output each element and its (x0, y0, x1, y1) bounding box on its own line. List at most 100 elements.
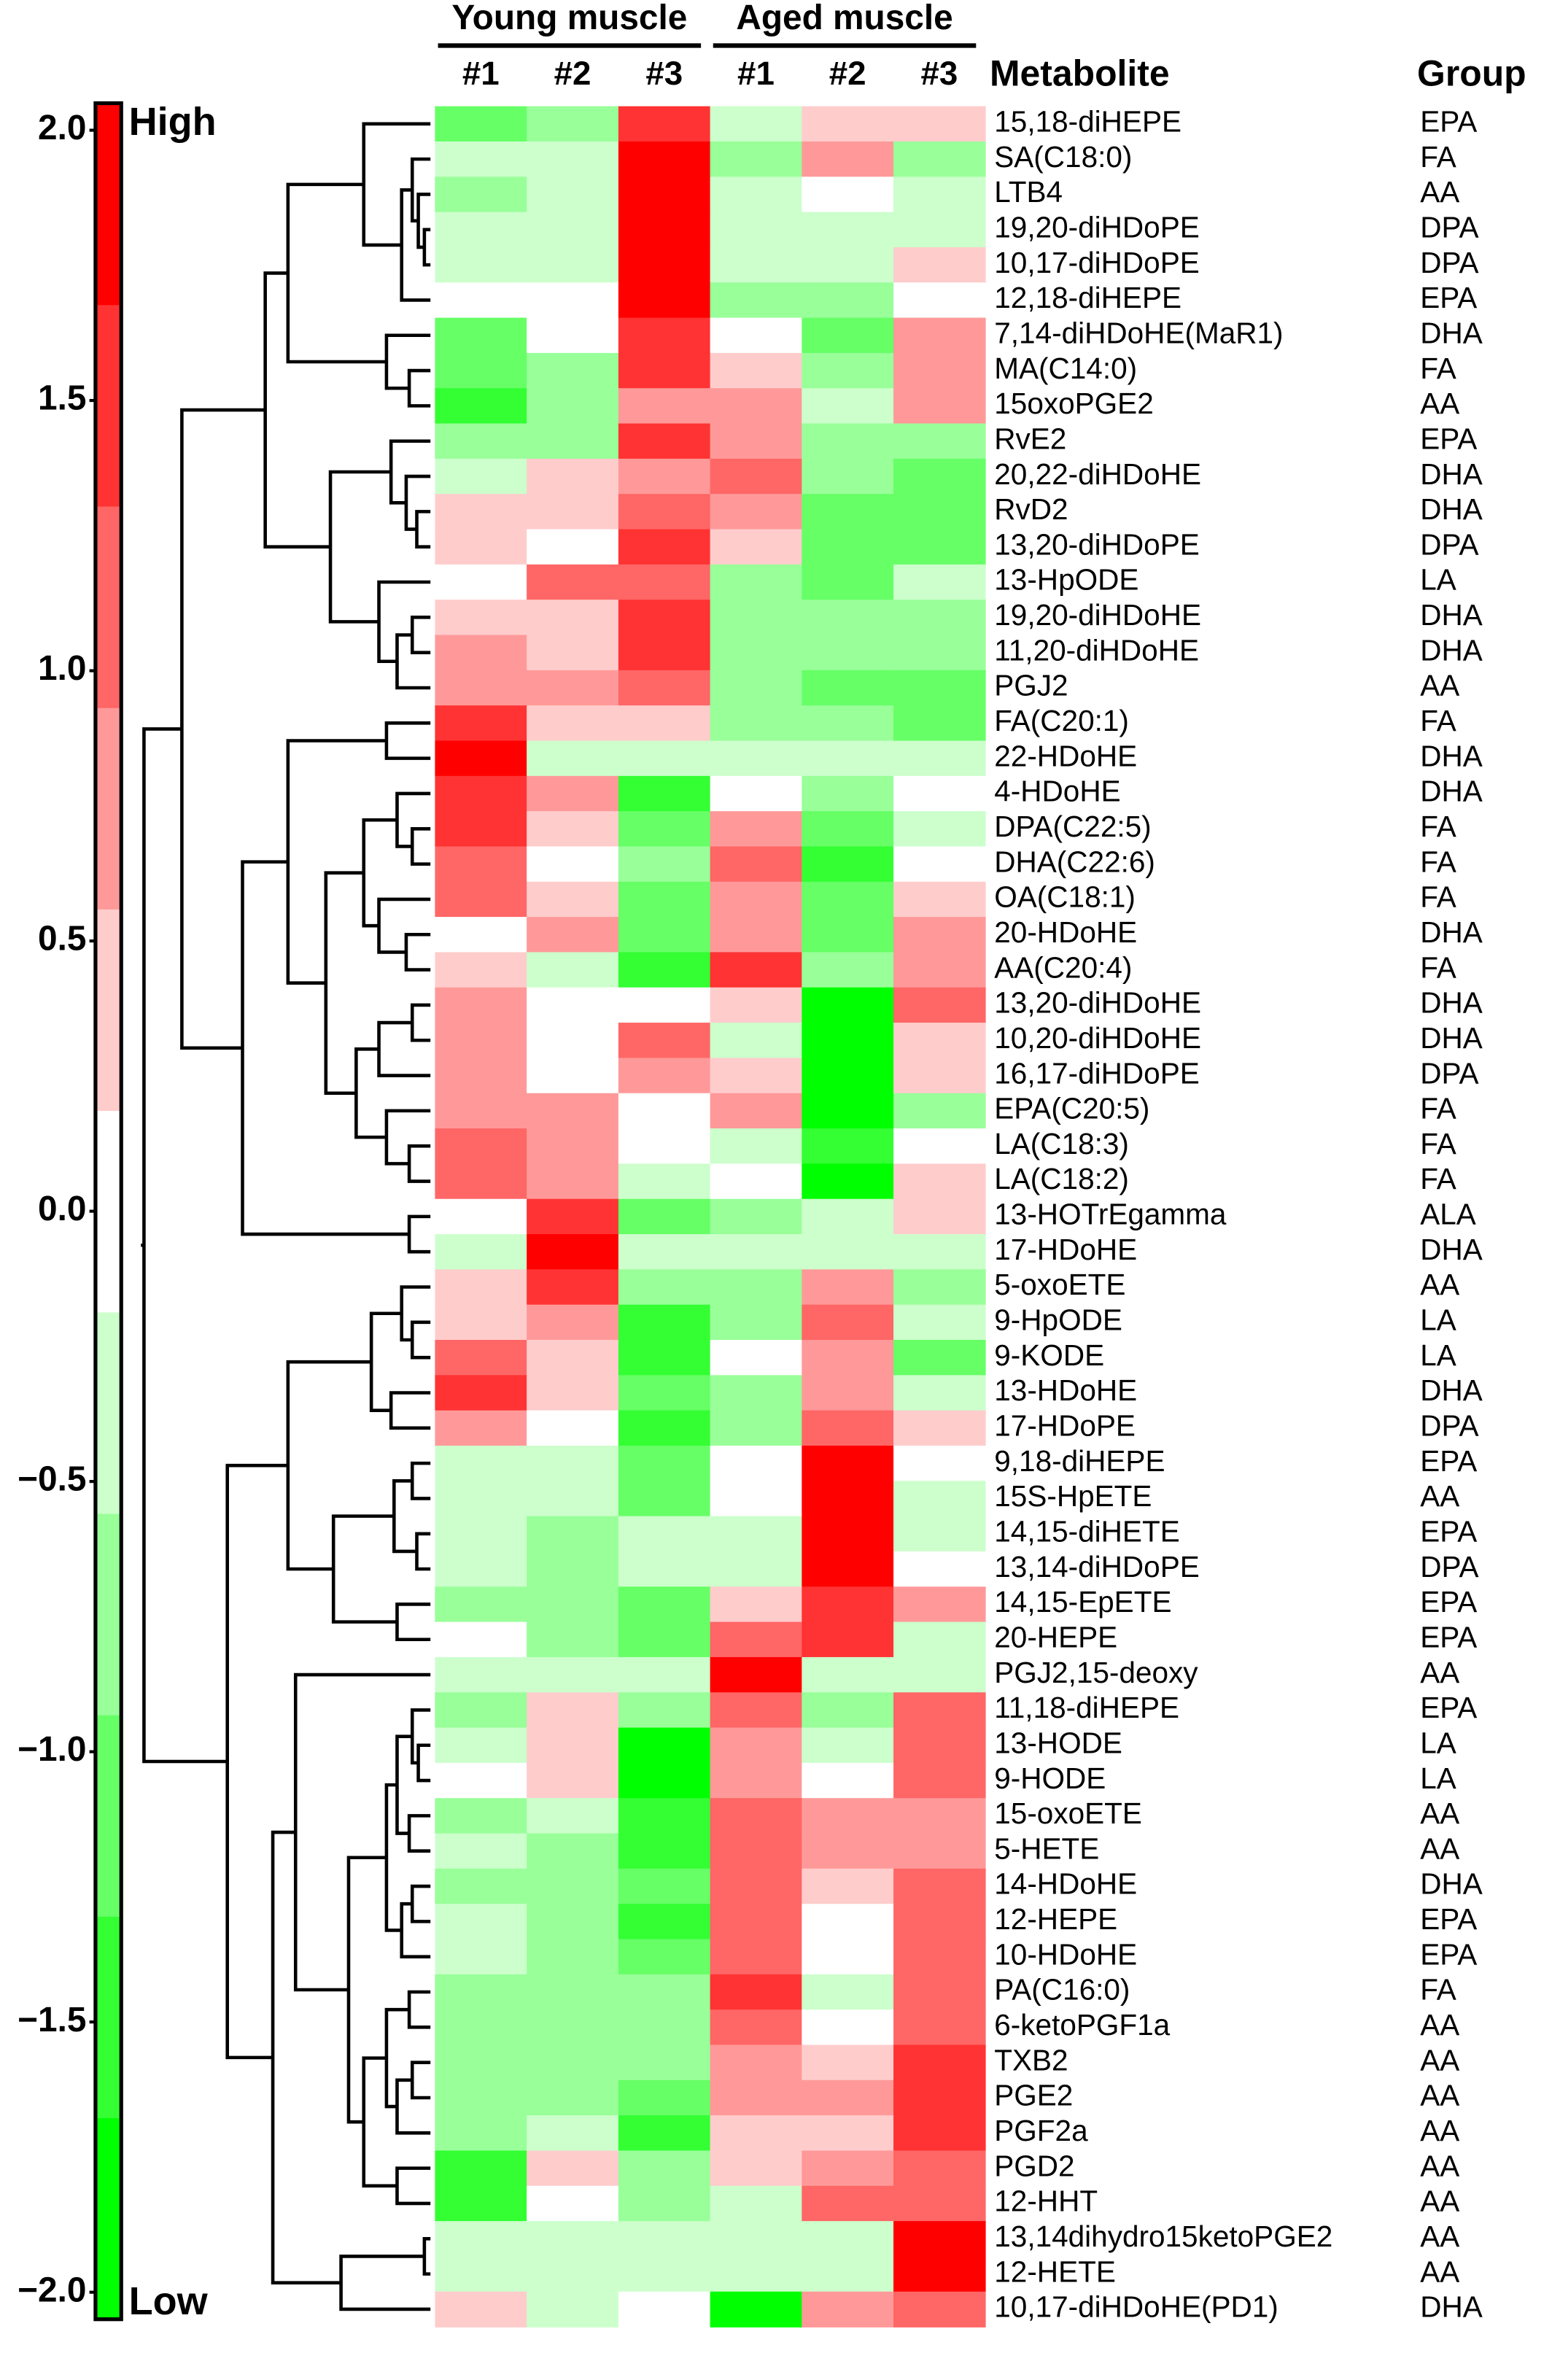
colorbar-tick-label: 2.0 (38, 109, 86, 147)
colorbar-tick-label: 1.5 (38, 379, 86, 418)
group-label: FA (1420, 880, 1456, 914)
heatmap-cell (893, 494, 986, 530)
heatmap-cell (435, 705, 527, 742)
heatmap-cell (435, 1586, 527, 1623)
heatmap-cell (893, 1762, 986, 1799)
heatmap-cell (435, 458, 527, 495)
heatmap-cell (802, 600, 894, 636)
group-label: LA (1420, 563, 1456, 597)
heatmap-cell (435, 811, 527, 848)
colorbar-band (95, 1110, 122, 1313)
heatmap-cell (710, 1868, 803, 1905)
row-label: 12-HEPE (994, 1902, 1117, 1936)
heatmap-cell (893, 705, 986, 742)
heatmap-cell (435, 1128, 527, 1165)
heatmap-cell (527, 1551, 619, 1588)
heatmap-cell (618, 600, 711, 636)
column-group-label: Aged muscle (736, 0, 952, 37)
group-label: FA (1420, 1162, 1456, 1195)
heatmap-cell (710, 600, 803, 636)
heatmap-cell (435, 317, 527, 354)
group-label: DHA (1420, 598, 1483, 632)
row-label: LTB4 (994, 175, 1063, 209)
heatmap-cell (802, 1023, 894, 1059)
heatmap-cell (435, 2115, 527, 2152)
column-label: #3 (645, 55, 683, 92)
heatmap-cell (435, 1410, 527, 1446)
heatmap-cell (802, 1621, 894, 1658)
heatmap-cell (435, 529, 527, 565)
colorbar-high: High (129, 100, 217, 144)
heatmap-cell (893, 1551, 986, 1588)
heatmap-cell (710, 2150, 803, 2187)
heatmap-cell (527, 1833, 619, 1869)
heatmap-cell (527, 2291, 619, 2327)
row-label: EPA(C20:5) (994, 1092, 1149, 1125)
heatmap-cell (618, 881, 711, 918)
group-label: DPA (1420, 246, 1478, 279)
heatmap-cell (435, 1023, 527, 1059)
row-label: 20,22-diHDoHE (994, 457, 1201, 491)
heatmap-cell (527, 141, 619, 178)
colorbar-band (95, 304, 122, 507)
heatmap-cell (435, 2079, 527, 2116)
row-label: 10-HDoHE (994, 1937, 1137, 1971)
row-label: 10,20-diHDoHE (994, 1021, 1201, 1055)
heatmap-cell (527, 1269, 619, 1306)
heatmap-cell (618, 494, 711, 530)
heatmap-cell (618, 811, 711, 848)
heatmap-cell (802, 564, 894, 601)
heatmap-cell (618, 1939, 711, 1975)
heatmap-cell (435, 1375, 527, 1411)
heatmap-cell (710, 1093, 803, 1129)
heatmap-cell (435, 106, 527, 142)
row-label: FA(C20:1) (994, 704, 1129, 737)
row-label: 13,20-diHDoHE (994, 986, 1201, 1020)
heatmap-cell (618, 775, 711, 812)
heatmap-cell (893, 1481, 986, 1517)
heatmap-cell (527, 1868, 619, 1905)
row-label: RvE2 (994, 422, 1066, 455)
heatmap-cell (435, 2044, 527, 2081)
heatmap-cell (802, 1269, 894, 1306)
heatmap-cell (710, 2221, 803, 2257)
colorbar-tick-label: 0.5 (38, 920, 86, 958)
colorbar-band (95, 505, 122, 708)
heatmap-cell (710, 388, 803, 425)
row-label: 13-HDoHE (994, 1373, 1137, 1407)
heatmap-cell (802, 247, 894, 284)
heatmap-cell (802, 2044, 894, 2081)
heatmap-cell (893, 141, 986, 178)
heatmap-cell (710, 2044, 803, 2081)
row-label: 11,20-diHDoHE (994, 633, 1199, 667)
heatmap-cell (802, 212, 894, 248)
heatmap-cell (527, 1163, 619, 1200)
heatmap-cell (618, 2009, 711, 2046)
heatmap-cell (802, 917, 894, 953)
row-label: 14,15-diHETE (994, 1514, 1179, 1548)
heatmap-cell (802, 2079, 894, 2116)
group-label: DHA (1420, 739, 1483, 772)
group-label: DHA (1420, 633, 1483, 667)
heatmap-cell (802, 1868, 894, 1905)
heatmap-cell (527, 458, 619, 495)
heatmap-cell (527, 388, 619, 425)
heatmap-cell (618, 1868, 711, 1905)
group-label: EPA (1420, 1620, 1477, 1654)
heatmap-cell (618, 458, 711, 495)
row-label: 13-HpODE (994, 563, 1138, 597)
row-label: 13,14-diHDoPE (994, 1550, 1200, 1584)
heatmap-cell (618, 1198, 711, 1235)
heatmap-cell (710, 247, 803, 284)
heatmap-cell (802, 141, 894, 178)
heatmap-cell (710, 1375, 803, 1411)
dendrogram (141, 122, 431, 2311)
group-label: EPA (1420, 1444, 1477, 1478)
heatmap-cell (435, 1798, 527, 1834)
heatmap-cell (618, 317, 711, 354)
heatmap-cell (527, 212, 619, 248)
group-label: AA (1420, 2220, 1459, 2253)
heatmap-cell (618, 423, 711, 460)
heatmap-cell (527, 1198, 619, 1235)
heatmap-cell (618, 670, 711, 706)
